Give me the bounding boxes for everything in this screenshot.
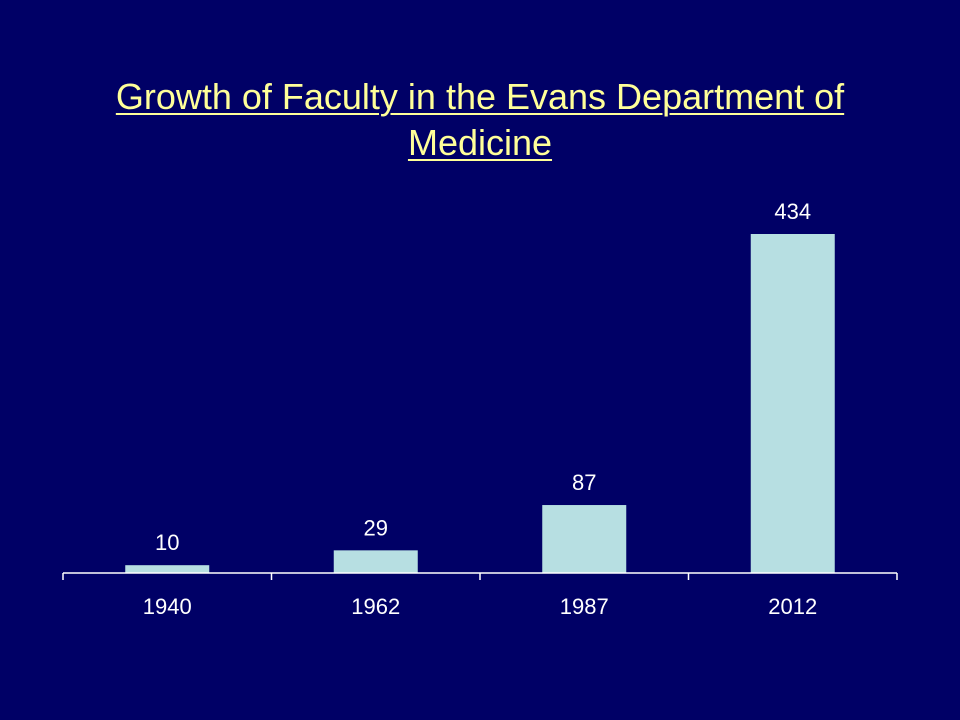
bar-2012: [750, 234, 835, 573]
bar-1962: [333, 550, 418, 573]
data-label-2012: 434: [774, 199, 811, 224]
x-tick-label-1940: 1940: [143, 594, 192, 619]
data-label-1962: 29: [364, 515, 388, 540]
tick-labels-group: 1940 1962 1987 2012: [143, 594, 817, 619]
bar-1940: [125, 565, 210, 573]
x-tick-label-2012: 2012: [768, 594, 817, 619]
chart-title: Growth of Faculty in the Evans Departmen…: [115, 76, 845, 163]
data-label-1987: 87: [572, 470, 596, 495]
bar-1987: [542, 505, 627, 573]
bars-group: [125, 234, 835, 573]
data-label-1940: 10: [155, 530, 179, 555]
x-tick-label-1987: 1987: [560, 594, 609, 619]
x-axis: [62, 572, 898, 580]
data-labels-group: 10 29 87 434: [155, 199, 811, 555]
x-tick-label-1962: 1962: [351, 594, 400, 619]
